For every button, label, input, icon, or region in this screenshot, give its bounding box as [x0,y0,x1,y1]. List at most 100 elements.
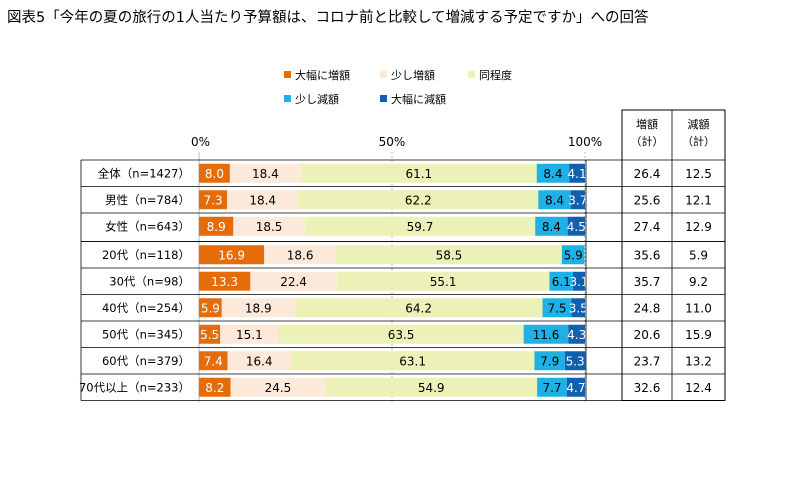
data-label: 7.3 [204,193,223,207]
bar-segment [199,351,228,371]
data-label: 63.1 [399,354,426,368]
table-header-line1: 増額 [636,118,658,131]
bar-segment [542,298,572,318]
data-label: 55.1 [430,275,457,289]
data-label: 6.1 [552,275,571,289]
data-label: 3.1 [569,275,588,289]
bar-segment [250,271,337,291]
legend-label: 大幅に減額 [391,92,446,106]
table-cell-increase: 24.8 [634,301,661,315]
table-cell-increase: 27.4 [634,220,661,234]
data-label: 18.5 [256,220,283,234]
table-header-line1: 減額 [688,117,710,131]
data-label: 18.9 [245,301,272,315]
bar-segment [230,377,326,397]
bar-segment [535,216,568,236]
data-label: 4.5 [567,220,586,234]
bar-segment [298,190,539,210]
table-cell-decrease: 5.9 [689,248,708,262]
data-label: 24.5 [265,381,292,395]
bar-segment [199,298,222,318]
bar-segment [537,377,567,397]
bar-segment [567,216,585,236]
category-label: 50代（n=345） [102,327,190,341]
bar-segment [336,245,562,265]
bar-segment [573,271,585,291]
data-label: 15.1 [236,328,263,342]
bar-segment [199,377,231,397]
bar-segment [199,163,230,183]
legend-label: 少し増額 [391,69,435,82]
table-cell-decrease: 12.5 [685,167,712,181]
bar-segment [199,245,265,265]
bar-segment [199,324,221,344]
data-label: 16.4 [246,354,273,368]
data-label: 5.5 [200,328,219,342]
table-frame [621,109,726,401]
legend-swatch [284,71,291,78]
table-cell-increase: 23.7 [634,354,661,368]
legend-swatch [468,71,475,78]
data-label: 7.5 [547,301,566,315]
data-label: 18.4 [249,193,276,207]
table-header-line2: （計） [682,134,715,148]
data-label: 8.9 [207,220,226,234]
bar-segment [569,163,585,183]
table-cell-decrease: 13.2 [685,354,712,368]
axis-tick-label: 50% [379,135,406,149]
data-label: 3.7 [568,193,587,207]
bar-segment [199,271,251,291]
chart-title: 図表5「今年の夏の旅行の1人当たり予算額は、コロナ前と比較して増減する予定ですか… [7,10,649,26]
table-cell-increase: 20.6 [634,328,661,342]
table-cell-increase: 32.6 [634,381,661,395]
category-label: 男性（n=784） [105,193,190,207]
bar-segment [233,216,305,236]
table-header-line2: （計） [631,134,664,148]
bar-segment [534,351,565,371]
table-cell-decrease: 12.1 [685,193,712,207]
table-cell-increase: 35.6 [634,248,661,262]
data-label: 7.9 [540,354,559,368]
data-label: 4.3 [567,328,586,342]
data-label: 59.7 [407,220,434,234]
bar-segment [336,271,550,291]
legend-swatch [380,71,387,78]
bar-segment [570,190,585,210]
bar-segment [566,377,585,397]
bar-segment [220,324,279,344]
legend-label: 同程度 [479,68,512,82]
category-label: 30代（n=98） [109,274,190,288]
bar-segment [536,163,570,183]
bar-segment [304,216,536,236]
table-cell-decrease: 11.0 [685,301,712,315]
table-cell-increase: 25.6 [634,193,661,207]
bar-segment [264,245,337,265]
bar-segment [294,298,543,318]
table-cell-decrease: 15.9 [685,328,712,342]
data-label: 8.4 [542,220,561,234]
bar-segment [227,190,299,210]
data-label: 64.2 [405,301,432,315]
data-label: 58.5 [436,248,463,262]
legend-swatch [380,95,387,102]
category-label: 40代（n=254） [102,301,190,315]
data-label: 54.9 [418,381,445,395]
data-label: 4.7 [566,381,585,395]
legend-swatch [284,95,291,102]
data-label: 11.6 [533,328,560,342]
bar-segment [290,351,535,371]
table-cell-increase: 26.4 [634,167,661,181]
table-cell-decrease: 12.4 [685,381,712,395]
data-label: 8.0 [205,167,224,181]
data-label: 63.5 [388,328,415,342]
data-label: 62.2 [405,193,432,207]
category-label: 70代以上（n=233） [79,380,190,394]
table-cell-decrease: 9.2 [689,275,708,289]
data-label: 22.4 [280,275,307,289]
data-label: 8.2 [205,381,224,395]
bar-segment [221,298,295,318]
data-label: 3.5 [569,301,588,315]
bar-segment [564,351,586,371]
bar-segment [561,245,585,265]
